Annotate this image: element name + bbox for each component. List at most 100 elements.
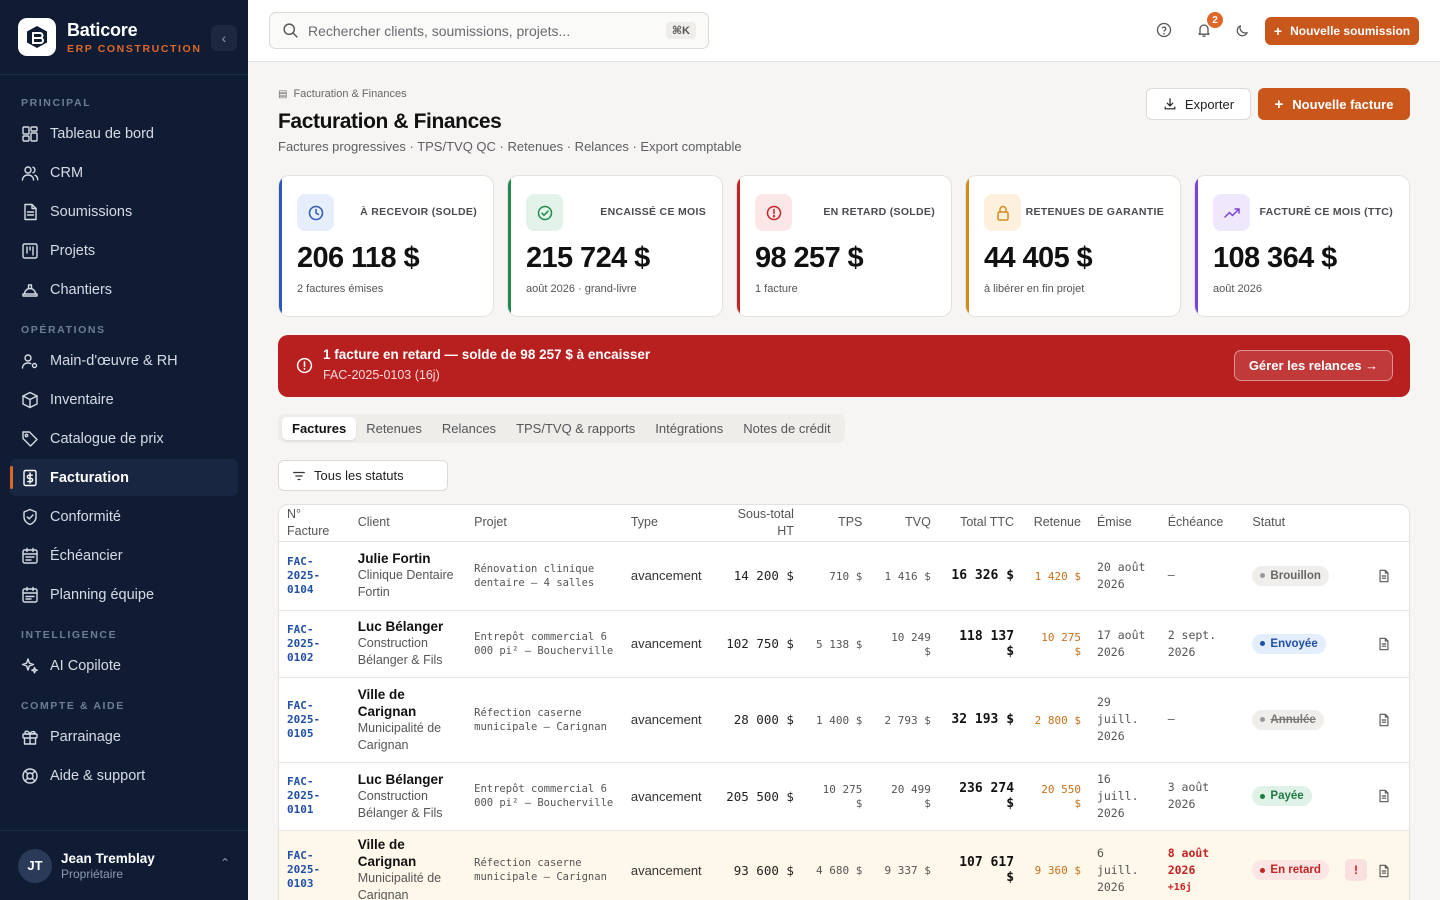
sidebar-item-ai-copilote[interactable]: AI Copilote <box>10 647 238 684</box>
view-pdf-button[interactable] <box>1377 863 1391 877</box>
table-row[interactable]: FAC-2025-0102 Luc Bélanger Construction Bé… <box>279 610 1409 678</box>
tab-integrations[interactable]: Intégrations <box>655 421 724 436</box>
col-header-client[interactable]: Client <box>349 505 467 542</box>
col-header-issued[interactable]: Émise <box>1088 505 1160 542</box>
document-icon <box>1379 713 1389 727</box>
invoice-number-link[interactable]: FAC-2025-0101 <box>287 775 321 816</box>
col-header-holdback[interactable]: Retenue <box>1022 505 1089 542</box>
col-header-status[interactable]: Statut <box>1244 505 1337 542</box>
total-value: 32 193 $ <box>951 712 1015 727</box>
col-header-total[interactable]: Total TTC <box>938 505 1023 542</box>
sidebar-item-facturation[interactable]: Facturation <box>10 459 238 496</box>
kpi-card-encaisse-ce-mois[interactable]: ENCAISSÉ CE MOIS 215 724 $ août 2026 · gra… <box>507 175 723 317</box>
table-row[interactable]: FAC-2025-0103 Ville de Carignan Municipali… <box>279 830 1409 900</box>
invoice-number-link[interactable]: FAC-2025-0105 <box>287 698 321 740</box>
col-header-tps[interactable]: TPS <box>801 505 871 542</box>
sidebar-item-planning-equipe[interactable]: Planning équipe <box>10 576 238 613</box>
sidebar-nav: PRINCIPAL Tableau de bord CRM Soumissions Pr… <box>0 75 248 794</box>
kpi-card-a-recevoir-solde[interactable]: À RECEVOIR (SOLDE) 206 118 $ 2 factures ém… <box>278 175 494 317</box>
theme-toggle-button[interactable] <box>1232 20 1252 40</box>
project-name: Entrepôt commercial 6 000 pi² — Boucherv… <box>474 630 614 657</box>
file-icon <box>24 203 37 220</box>
sidebar-item-aide-support[interactable]: Aide & support <box>10 757 238 794</box>
hardhat-icon <box>22 283 38 297</box>
sidebar-item-crm[interactable]: CRM <box>10 154 238 191</box>
kpi-icon-box <box>984 194 1021 231</box>
tab-tps-tvq-rapports[interactable]: TPS/TVQ & rapports <box>516 421 636 436</box>
invoice-icon <box>23 469 37 486</box>
new-invoice-button[interactable]: + Nouvelle facture <box>1258 88 1410 120</box>
col-header-subtotal[interactable]: Sous-total HT <box>714 505 802 542</box>
col-header-due[interactable]: Échéance <box>1159 505 1245 542</box>
kpi-card-en-retard-solde[interactable]: EN RETARD (SOLDE) 98 257 $ 1 facture <box>736 175 952 317</box>
plus-icon: + <box>1273 23 1283 39</box>
baticore-logo-icon[interactable] <box>18 18 56 56</box>
col-header-tvq[interactable]: TVQ <box>870 505 939 542</box>
due-date-value: 8 août 2026 <box>1167 845 1210 877</box>
sidebar-item-projets[interactable]: Projets <box>10 232 238 269</box>
invoice-number-link[interactable]: FAC-2025-0102 <box>287 622 321 664</box>
user-menu[interactable]: JT Jean Tremblay Propriétaire ⌃ <box>0 830 248 900</box>
sidebar-item-inventaire[interactable]: Inventaire <box>10 381 238 418</box>
nav-section-title: COMPTE & AIDE <box>21 700 125 712</box>
help-icon <box>1156 22 1172 38</box>
sidebar-item-parrainage[interactable]: Parrainage <box>10 718 238 755</box>
users-icon <box>21 165 39 181</box>
table-header-row: N° Facture Client Projet Type Sous-total… <box>279 505 1409 542</box>
sidebar-item-conformite[interactable]: Conformité <box>10 498 238 535</box>
table-row[interactable]: FAC-2025-0101 Luc Bélanger Construction Bé… <box>279 762 1409 831</box>
sidebar-item-label: Main-d'œuvre & RH <box>50 352 178 369</box>
kpi-value: 215 724 $ <box>526 242 650 274</box>
collapse-sidebar-button[interactable]: ‹ <box>211 25 237 51</box>
table-row[interactable]: FAC-2025-0104 Julie Fortin Clinique Dentai… <box>279 541 1409 611</box>
issued-date: 20 août 2026 <box>1096 559 1146 591</box>
tab-retenues[interactable]: Retenues <box>366 421 422 436</box>
holdback-value: 9 360 $ <box>1034 864 1081 877</box>
sidebar-item-chantiers[interactable]: Chantiers <box>10 271 238 308</box>
calendar-team-icon <box>22 586 38 603</box>
search-box[interactable]: ⌘K <box>269 12 709 49</box>
total-value: 107 617 $ <box>959 855 1015 885</box>
view-pdf-button[interactable] <box>1377 712 1391 727</box>
kpi-card-retenues-de-garantie[interactable]: RETENUES DE GARANTIE 44 405 $ à libérer en… <box>965 175 1181 317</box>
alert-circle-icon <box>296 357 313 374</box>
view-pdf-button[interactable] <box>1377 636 1391 651</box>
col-header-actions <box>1337 505 1409 542</box>
overdue-warning-button[interactable]: ! <box>1345 859 1367 881</box>
manage-reminders-button[interactable]: Gérer les relances → <box>1234 350 1393 381</box>
col-header-num[interactable]: N° Facture <box>279 505 350 542</box>
table-row[interactable]: FAC-2025-0105 Ville de Carignan Municipali… <box>279 677 1409 763</box>
tvq-value: 1 416 $ <box>884 569 931 583</box>
sidebar-item-tableau-de-bord[interactable]: Tableau de bord <box>10 115 238 152</box>
sidebar-item-label: Tableau de bord <box>50 125 154 142</box>
col-header-type[interactable]: Type <box>622 505 715 542</box>
sidebar-item-main-d-uvre-rh[interactable]: Main-d'œuvre & RH <box>10 342 238 379</box>
kpi-icon-box <box>755 194 792 231</box>
lock-icon <box>996 205 1009 221</box>
export-button[interactable]: Exporter <box>1146 88 1251 120</box>
tab-factures[interactable]: Factures <box>282 417 357 440</box>
invoice-number-link[interactable]: FAC-2025-0104 <box>287 554 321 596</box>
invoice-number-link[interactable]: FAC-2025-0103 <box>287 849 321 890</box>
sidebar-item-catalogue-de-prix[interactable]: Catalogue de prix <box>10 420 238 457</box>
export-label: Exporter <box>1184 96 1235 112</box>
new-submission-button[interactable]: + Nouvelle soumission <box>1265 17 1419 45</box>
help-button[interactable] <box>1154 20 1174 40</box>
kpi-subtitle: 1 facture <box>755 283 798 295</box>
notifications-button[interactable]: 2 <box>1194 12 1223 40</box>
view-pdf-button[interactable] <box>1377 568 1391 583</box>
subtotal-value: 28 000 $ <box>733 712 794 727</box>
kpi-card-facture-ce-mois-ttc[interactable]: FACTURÉ CE MOIS (TTC) 108 364 $ août 2026 <box>1194 175 1410 317</box>
status-filter[interactable]: Tous les statuts <box>278 460 448 491</box>
view-pdf-button[interactable] <box>1377 789 1391 803</box>
alert-title: 1 facture en retard — solde de 98 257 $ … <box>323 347 651 362</box>
tab-notes-de-credit[interactable]: Notes de crédit <box>743 421 831 436</box>
col-header-project[interactable]: Projet <box>466 505 623 542</box>
search-input[interactable] <box>308 22 666 39</box>
page-subtitle: Factures progressives · TPS/TVQ QC · Ret… <box>278 139 742 154</box>
breadcrumb-current[interactable]: Facturation & Finances <box>293 88 407 100</box>
tab-relances[interactable]: Relances <box>441 421 497 436</box>
sidebar-item-echeancier[interactable]: Échéancier <box>10 537 238 574</box>
sidebar-item-soumissions[interactable]: Soumissions <box>10 193 238 230</box>
subtotal-value: 205 500 $ <box>726 788 794 804</box>
